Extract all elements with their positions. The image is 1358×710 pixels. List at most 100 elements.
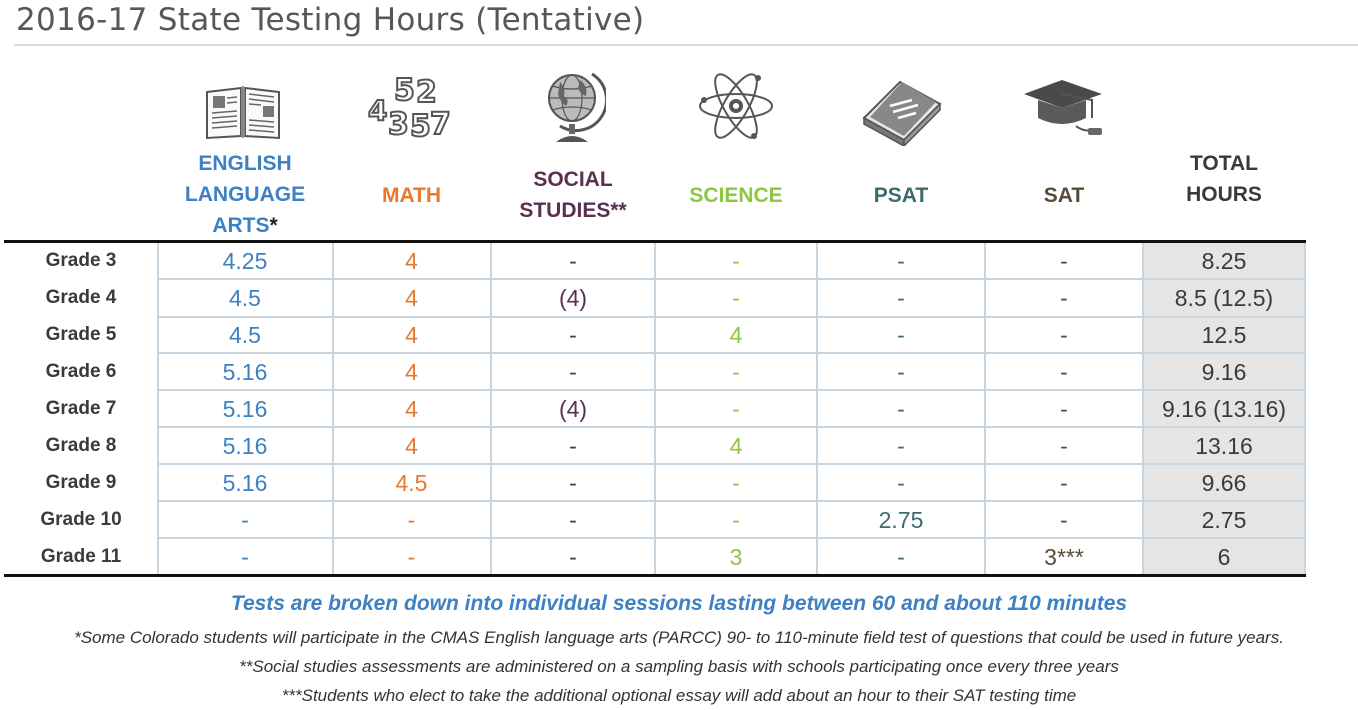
grade-label: Grade 7: [45, 398, 117, 419]
cell-ela: 4.5: [229, 322, 261, 348]
footnote-ela: *Some Colorado students will participate…: [74, 628, 1284, 647]
cell-total: 8.25: [1201, 248, 1247, 274]
column-divider: [332, 243, 334, 574]
header-math: MATH: [381, 184, 442, 207]
cell-sat: -: [1060, 285, 1068, 311]
header-social-studies: SOCIAL STUDIES**: [492, 164, 654, 226]
cell-sat: 3***: [1044, 544, 1084, 570]
footnote-social-studies: **Social studies assessments are adminis…: [239, 657, 1119, 676]
header-ela-line2: LANGUAGE: [184, 183, 306, 206]
cell-sat: -: [1060, 359, 1068, 385]
cell-psat: -: [897, 322, 905, 348]
grade-label: Grade 10: [40, 509, 122, 530]
atom-icon: [696, 66, 776, 146]
cell-ss: -: [569, 359, 577, 385]
cell-math: 4.5: [395, 470, 428, 496]
header-ss-line2: STUDIES**: [519, 199, 627, 222]
svg-text:7: 7: [430, 107, 451, 142]
column-divider: [654, 243, 656, 574]
cell-total: 6: [1217, 544, 1231, 570]
cell-science: 3: [729, 544, 743, 570]
grade-label: Grade 4: [45, 287, 117, 308]
grade-label: Grade 11: [40, 546, 122, 567]
cell-science: -: [732, 248, 740, 274]
grade-label: Grade 6: [45, 361, 117, 382]
header-total-line2: HOURS: [1186, 183, 1262, 206]
row-divider: [158, 537, 1305, 539]
cell-total: 8.5 (12.5): [1174, 285, 1274, 311]
cell-science: -: [732, 507, 740, 533]
column-divider: [984, 243, 986, 574]
cell-psat: -: [897, 396, 905, 422]
cell-ss: -: [569, 248, 577, 274]
cell-psat: -: [897, 544, 905, 570]
cell-total: 2.75: [1201, 507, 1247, 533]
row-divider: [158, 352, 1305, 354]
cell-ela: 5.16: [222, 396, 268, 422]
cell-sat: -: [1060, 433, 1068, 459]
row-divider: [158, 316, 1305, 318]
row-divider: [158, 463, 1305, 465]
column-divider: [1304, 243, 1306, 574]
cell-sat: -: [1060, 396, 1068, 422]
cell-math: 4: [405, 248, 418, 274]
cell-ela: 5.16: [222, 433, 268, 459]
table-top-rule: [4, 240, 1306, 243]
cell-ss: -: [569, 470, 577, 496]
row-divider: [158, 278, 1305, 280]
cell-math: 4: [405, 396, 418, 422]
cell-math: 4: [405, 433, 418, 459]
row-divider: [158, 426, 1305, 428]
cell-math: -: [407, 544, 416, 570]
cell-psat: -: [897, 359, 905, 385]
header-sat: SAT: [1043, 184, 1085, 207]
header-ela-line3-text: ARTS: [212, 214, 270, 237]
cell-total: 9.16: [1201, 359, 1247, 385]
cell-science: -: [732, 285, 740, 311]
cell-ss: (4): [558, 396, 588, 422]
cell-sat: -: [1060, 322, 1068, 348]
title-divider: [14, 44, 1358, 46]
closed-book-icon: [860, 74, 944, 146]
total-column-background: [1143, 243, 1305, 574]
header-ela-asterisk: *: [269, 214, 278, 237]
cell-total: 13.16: [1195, 433, 1253, 459]
cell-psat: -: [897, 433, 905, 459]
cell-ss: -: [569, 507, 577, 533]
cell-psat: 2.75: [878, 507, 924, 533]
svg-text:4: 4: [368, 94, 387, 127]
svg-text:2: 2: [416, 75, 437, 110]
cell-total: 12.5: [1201, 322, 1247, 348]
globe-icon: [540, 66, 606, 146]
cell-total: 9.66: [1201, 470, 1247, 496]
cell-math: 4: [405, 359, 418, 385]
cell-sat: -: [1060, 248, 1068, 274]
column-divider: [157, 243, 159, 574]
sessions-note: Tests are broken down into individual se…: [230, 592, 1128, 615]
svg-text:3: 3: [388, 107, 409, 142]
cell-ss: -: [569, 544, 577, 570]
column-divider: [1142, 243, 1144, 574]
cell-ela: -: [241, 544, 249, 570]
header-total-line1: TOTAL: [1189, 152, 1259, 175]
header-ss-line1: SOCIAL: [533, 168, 613, 191]
grade-label: Grade 5: [45, 324, 117, 345]
cell-ss: -: [569, 433, 577, 459]
page-title: 2016-17 State Testing Hours (Tentative): [16, 2, 645, 38]
cell-psat: -: [897, 285, 905, 311]
cell-ela: 4.5: [229, 285, 261, 311]
cell-science: -: [732, 396, 740, 422]
cell-total: 9.16 (13.16): [1161, 396, 1287, 422]
numbers-icon: 5 2 4 3 5 7: [366, 72, 458, 144]
cell-math: -: [407, 507, 416, 533]
grade-label: Grade 3: [45, 250, 117, 271]
cell-ela: 5.16: [222, 470, 268, 496]
column-divider: [816, 243, 818, 574]
row-divider: [158, 389, 1305, 391]
grade-label: Grade 9: [45, 472, 117, 493]
column-divider: [490, 243, 492, 574]
svg-text:5: 5: [410, 109, 431, 144]
cell-ela: 4.25: [222, 248, 268, 274]
grade-label: Grade 8: [45, 435, 117, 456]
open-book-icon: [203, 80, 283, 142]
